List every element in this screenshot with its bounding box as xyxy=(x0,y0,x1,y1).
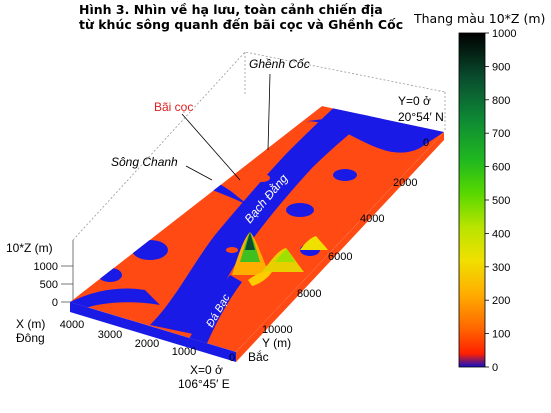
y-tick-10000: 10000 xyxy=(262,324,293,336)
y-tick-6000: 6000 xyxy=(328,251,352,263)
axes-box xyxy=(72,51,446,241)
label-bai-coc: Bãi cọc xyxy=(154,100,193,114)
y-tick-4000: 4000 xyxy=(360,213,384,225)
river-lower-left xyxy=(70,288,160,310)
colorbar-tick-label: 500 xyxy=(492,195,510,207)
terrain-side-front xyxy=(70,302,236,362)
z-tick-0: 0 xyxy=(52,297,58,309)
figure-title-line1: Hình 3. Nhìn về hạ lưu, toàn cảnh chiến … xyxy=(79,2,383,17)
terrain-side-right xyxy=(236,132,444,362)
colorbar-tick-label: 400 xyxy=(492,228,510,240)
colorbar-title: Thang màu 10*Z (m) xyxy=(414,11,546,26)
colorbar-tick-label: 800 xyxy=(492,95,510,107)
x-origin-label: X=0 ở xyxy=(190,363,223,377)
colorbar-tick-label: 100 xyxy=(492,329,510,341)
x-tick-2000: 2000 xyxy=(135,338,159,350)
y-tick-0: 0 xyxy=(423,137,429,149)
river-bach-dang xyxy=(150,106,376,335)
y-axis-label: Y (m) xyxy=(262,336,291,350)
x-axis-label-east: Đông xyxy=(16,331,45,345)
leader-song-chanh xyxy=(185,165,213,181)
mountain-peaks xyxy=(232,232,328,286)
colorbar-tick-label: 1000 xyxy=(492,28,516,40)
x-tick-3000: 3000 xyxy=(98,329,122,341)
z-ticks: 1000 500 0 xyxy=(34,261,58,309)
figure-title: Hình 3. Nhìn về hạ lưu, toàn cảnh chiến … xyxy=(79,2,403,32)
label-song-chanh: Sông Chanh xyxy=(111,155,178,169)
colorbar-tick-label: 600 xyxy=(492,162,510,174)
y-tick-2000: 2000 xyxy=(393,177,417,189)
x-tick-1000: 1000 xyxy=(172,346,196,358)
x-tick-4000: 4000 xyxy=(60,319,84,331)
river-da-bac xyxy=(180,275,242,352)
colorbar-tick-label: 300 xyxy=(492,262,510,274)
figure-title-line2: từ khúc sông quanh đến bãi cọc và Ghềnh … xyxy=(79,17,404,32)
z-axis-label: 10*Z (m) xyxy=(6,241,53,255)
y-origin-label: Y=0 ở xyxy=(398,94,431,108)
z-tick-1000: 1000 xyxy=(34,261,58,273)
y-ticks: 0 2000 4000 6000 8000 10000 xyxy=(262,137,429,336)
colorbar-tick-label: 900 xyxy=(492,61,510,73)
x-tick-0: 0 xyxy=(229,352,235,364)
colorbar-tick-label: 0 xyxy=(492,362,498,374)
leader-bai-coc xyxy=(181,113,241,181)
y-axis-label-north: Bắc xyxy=(248,349,269,364)
x-axis-label: X (m) xyxy=(16,317,45,331)
x-origin-coord: 106°45′ E xyxy=(178,377,230,391)
label-ghenh-coc: Ghềnh Cốc xyxy=(249,57,310,71)
x-ticks: 4000 3000 2000 1000 0 xyxy=(60,319,235,364)
back-edge-top xyxy=(72,51,446,241)
colorbar-ramp xyxy=(458,32,486,368)
colorbar-tick-label: 700 xyxy=(492,128,510,140)
colorbar-tick-label: 200 xyxy=(492,295,510,307)
leader-ghenh-coc xyxy=(267,73,271,151)
z-tick-500: 500 xyxy=(40,279,58,291)
y-origin-coord: 20°54′ N xyxy=(398,110,444,124)
y-tick-8000: 8000 xyxy=(297,288,321,300)
